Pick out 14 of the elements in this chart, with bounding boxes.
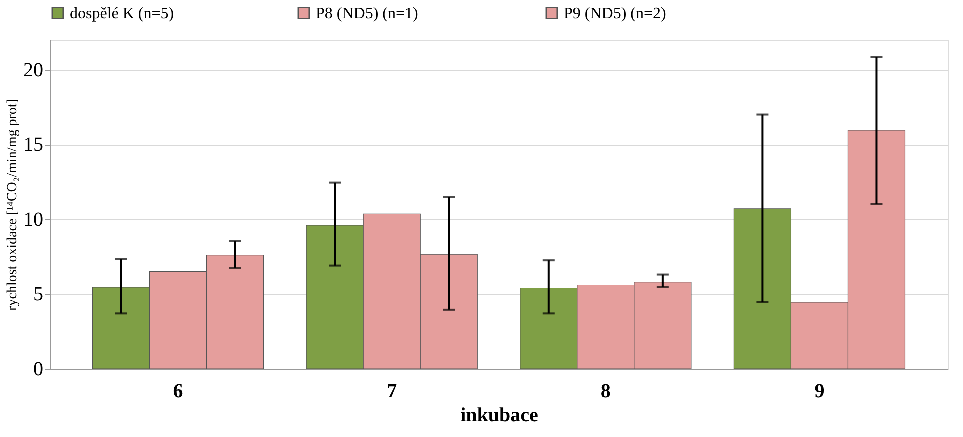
y-axis-title: rychlost oxidace [¹⁴CO₂/min/mg prot]: [6, 99, 20, 311]
y-tick-label: 10: [24, 208, 44, 231]
x-tick-label: 8: [600, 380, 611, 402]
x-tick-label: 9: [814, 380, 825, 402]
y-tick-label: 20: [24, 59, 44, 82]
x-axis-title: inkubace: [460, 404, 539, 426]
legend-label: P8 (ND5) (n=1): [316, 5, 418, 22]
y-tick-label: 5: [34, 284, 44, 306]
y-tick-label: 15: [24, 134, 44, 156]
legend-label: P9 (ND5) (n=2): [564, 5, 666, 22]
x-tick-label: 6: [173, 380, 184, 402]
legend-label: dospělé K (n=5): [70, 5, 174, 22]
y-tick-label: 0: [34, 358, 44, 380]
x-tick-label: 7: [387, 380, 398, 402]
